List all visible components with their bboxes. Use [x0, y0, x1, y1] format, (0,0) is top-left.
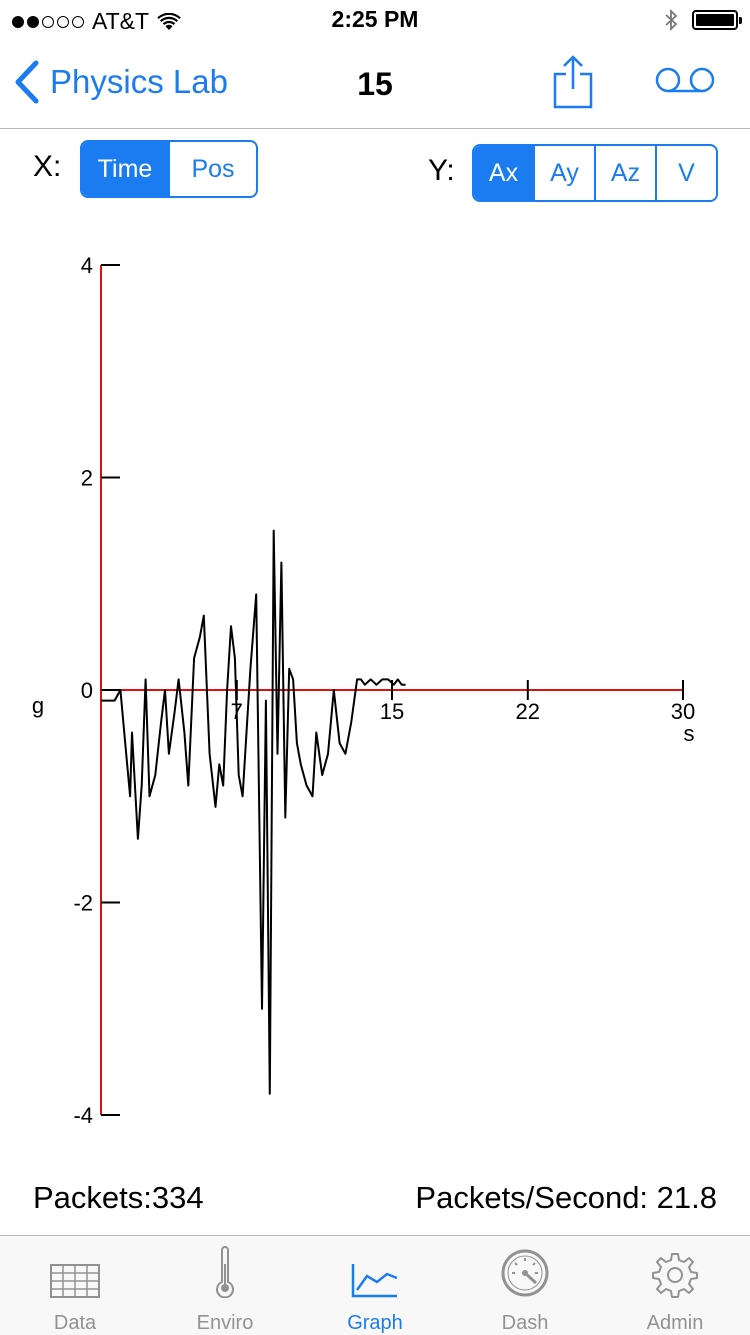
tab-admin[interactable]: Admin: [600, 1236, 750, 1335]
tab-enviro[interactable]: Enviro: [150, 1236, 300, 1335]
x-axis-segmented-control: Time Pos: [80, 140, 258, 198]
status-left: AT&T: [12, 8, 181, 35]
y-tick-label: -4: [73, 1103, 93, 1128]
tab-label: Dash: [501, 1312, 549, 1334]
share-icon: [553, 55, 593, 109]
back-button[interactable]: Physics Lab: [14, 60, 228, 104]
status-time: 2:25 PM: [331, 6, 419, 32]
graph-icon: [351, 1236, 399, 1298]
acceleration-chart: 4 2 0 -2 -4 7 15 22 30 g s: [32, 253, 695, 1128]
x-axis-option-time[interactable]: Time: [82, 142, 168, 196]
tab-dash[interactable]: Dash: [450, 1236, 600, 1335]
packets-count: Packets:334: [33, 1180, 204, 1215]
status-right: [664, 8, 742, 32]
x-tick-label: 22: [516, 699, 540, 724]
x-tick-label: 30: [671, 699, 695, 724]
y-axis-option-ax[interactable]: Ax: [474, 146, 533, 200]
y-axis-label: Y:: [428, 154, 455, 187]
signal-dot: [27, 15, 39, 28]
y-axis-option-ay[interactable]: Ay: [533, 146, 594, 200]
x-axis-option-pos[interactable]: Pos: [168, 142, 256, 196]
signal-dot: [12, 15, 24, 28]
thermometer-icon: [215, 1236, 235, 1298]
tab-bar: Data Enviro Graph Dash Admin: [0, 1235, 750, 1335]
navigation-bar: Physics Lab 15: [0, 40, 750, 129]
voicemail-icon: [655, 67, 715, 93]
gear-icon: [652, 1236, 698, 1298]
y-tick-label: 0: [81, 678, 93, 703]
tab-graph[interactable]: Graph: [300, 1236, 450, 1335]
x-tick-label: 15: [380, 699, 404, 724]
signal-strength-icon: [12, 15, 84, 28]
y-tick-label: -2: [73, 891, 93, 916]
x-axis-unit-label: s: [684, 721, 695, 746]
gauge-icon: [500, 1236, 550, 1298]
stats-footer: Packets:334 Packets/Second: 21.8: [0, 1178, 750, 1222]
y-axis-unit-label: g: [32, 693, 44, 718]
tab-label: Data: [53, 1312, 97, 1334]
x-tick-label: 7: [231, 699, 243, 724]
packets-per-second: Packets/Second: 21.8: [415, 1180, 717, 1215]
signal-dot: [57, 15, 69, 28]
record-button[interactable]: [654, 66, 716, 101]
tab-data[interactable]: Data: [0, 1236, 150, 1335]
y-axis-option-az[interactable]: Az: [594, 146, 655, 200]
tab-label: Graph: [347, 1312, 403, 1334]
chevron-left-icon: [15, 60, 39, 104]
series-line: [101, 529, 406, 1095]
battery-icon: [692, 10, 742, 30]
table-icon: [50, 1236, 100, 1298]
wifi-icon: [157, 12, 181, 30]
x-axis-label: X:: [33, 150, 62, 183]
y-tick-label: 4: [81, 253, 93, 278]
tab-label: Enviro: [196, 1312, 254, 1334]
signal-dot: [72, 15, 84, 28]
y-tick-label: 2: [81, 466, 93, 491]
tab-label: Admin: [646, 1312, 704, 1334]
bluetooth-icon: [665, 8, 678, 32]
y-axis-segmented-control: Ax Ay Az V: [472, 144, 718, 202]
back-button-label: Physics Lab: [50, 63, 228, 100]
share-button[interactable]: [550, 54, 596, 115]
carrier-label: AT&T: [92, 8, 150, 34]
status-bar: AT&T 2:25 PM: [0, 0, 750, 40]
y-axis-option-v[interactable]: V: [655, 146, 716, 200]
signal-dot: [42, 15, 54, 28]
